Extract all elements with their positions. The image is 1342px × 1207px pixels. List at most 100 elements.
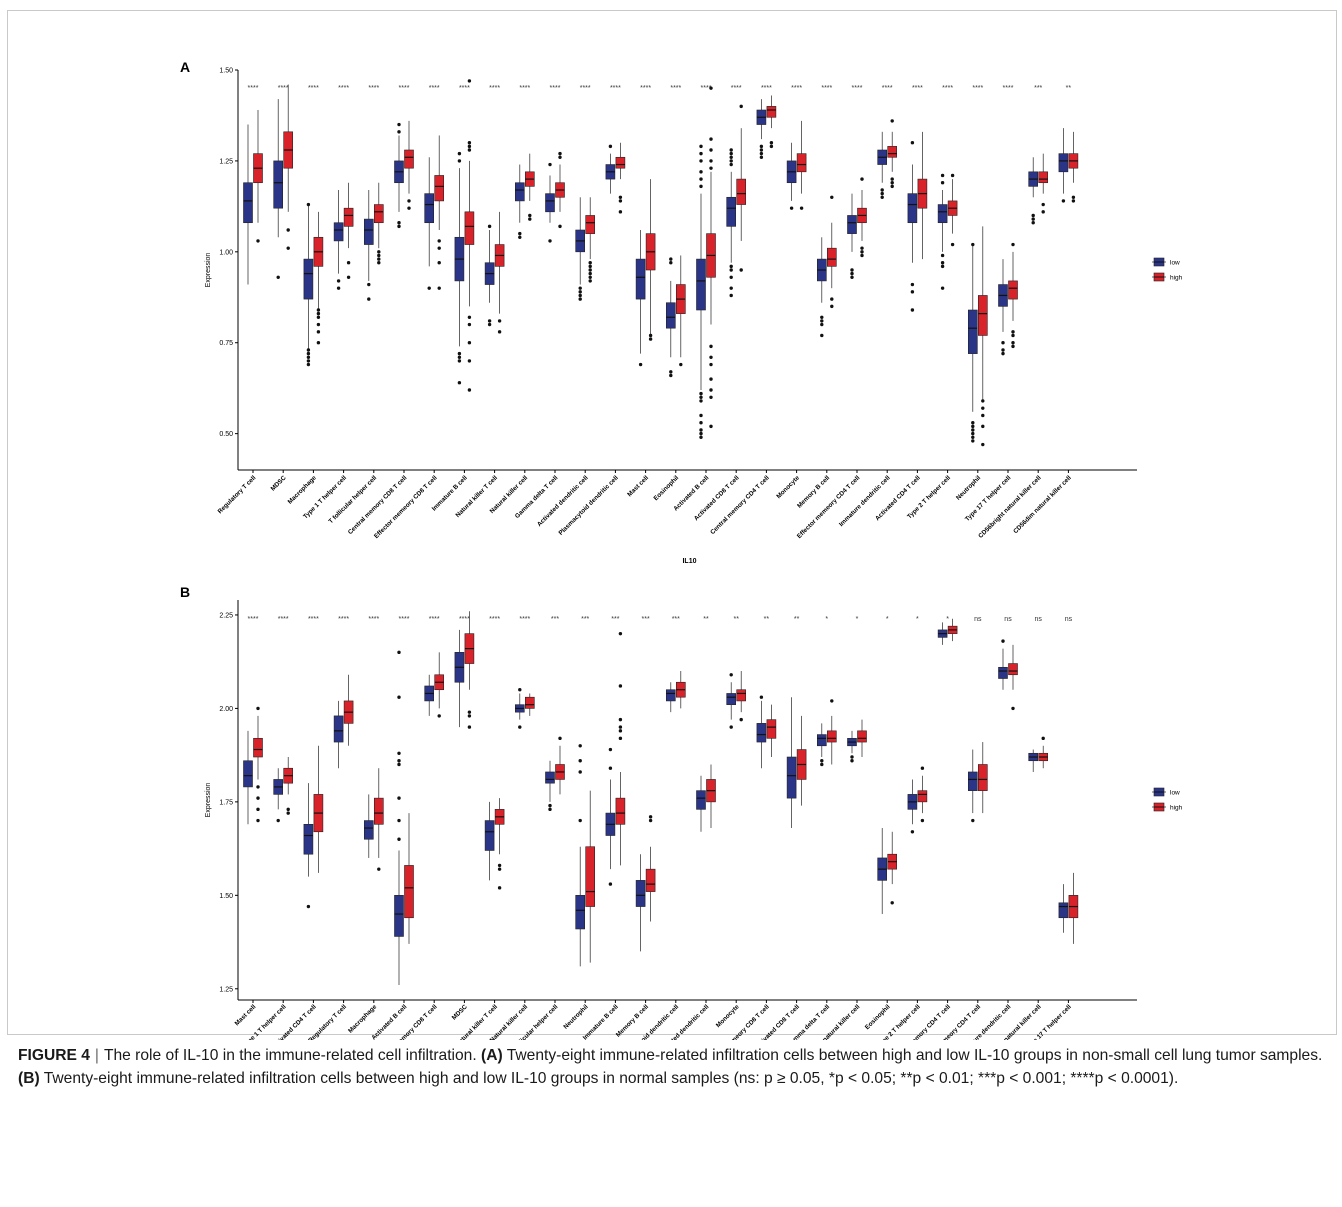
outlier-point bbox=[699, 413, 703, 418]
outlier-point bbox=[377, 867, 381, 871]
outlier-point bbox=[397, 837, 401, 841]
box-high bbox=[736, 689, 747, 702]
significance-label: * bbox=[946, 616, 949, 623]
x-tick-label: Macrophage bbox=[347, 1003, 379, 1035]
outlier-point bbox=[729, 264, 733, 269]
outlier-point bbox=[346, 275, 351, 279]
outlier-point bbox=[397, 762, 401, 767]
outlier-point bbox=[1011, 341, 1015, 345]
box-low bbox=[575, 895, 586, 930]
outlier-point bbox=[971, 439, 975, 443]
x-tick-label: Effector memeory CD8 T cell bbox=[373, 474, 439, 540]
outlier-point bbox=[397, 751, 401, 755]
box-low bbox=[967, 309, 978, 354]
caption-part-b-text: Twenty-eight immune-related infiltration… bbox=[43, 1069, 1179, 1087]
outlier-point bbox=[618, 631, 623, 636]
box-low bbox=[1058, 153, 1069, 173]
box-high bbox=[977, 295, 988, 336]
outlier-point bbox=[971, 242, 975, 247]
outlier-point bbox=[578, 286, 582, 290]
outlier-point bbox=[669, 257, 673, 261]
significance-label: **** bbox=[278, 85, 289, 92]
outlier-point bbox=[1041, 202, 1045, 207]
outlier-point bbox=[699, 177, 703, 181]
outlier-point bbox=[457, 359, 462, 363]
outlier-point bbox=[467, 714, 472, 718]
outlier-point bbox=[860, 250, 864, 254]
outlier-point bbox=[709, 344, 713, 349]
outlier-point bbox=[306, 351, 311, 356]
outlier-point bbox=[820, 315, 824, 319]
caption-separator: | bbox=[94, 1047, 99, 1064]
x-tick-label: Regulatory T cell bbox=[217, 474, 258, 515]
box-low bbox=[424, 193, 435, 224]
significance-label: **** bbox=[821, 85, 832, 92]
outlier-point bbox=[940, 253, 945, 258]
outlier-point bbox=[679, 362, 683, 367]
significance-label: **** bbox=[308, 616, 319, 623]
outlier-point bbox=[497, 319, 502, 323]
box-high bbox=[343, 207, 354, 227]
outlier-point bbox=[306, 362, 311, 367]
outlier-point bbox=[397, 796, 401, 800]
outlier-point bbox=[880, 188, 884, 192]
outlier-point bbox=[578, 290, 582, 294]
box-low bbox=[635, 880, 646, 907]
caption-part-a-label: (A) bbox=[481, 1047, 503, 1064]
significance-label: ** bbox=[703, 616, 709, 623]
outlier-point bbox=[397, 650, 401, 655]
y-tick-label: 2.25 bbox=[219, 612, 233, 619]
outlier-point bbox=[669, 373, 673, 378]
outlier-point bbox=[729, 725, 733, 729]
outlier-point bbox=[1031, 213, 1035, 218]
outlier-point bbox=[497, 863, 502, 868]
outlier-point bbox=[256, 818, 260, 823]
outlier-point bbox=[940, 286, 945, 290]
outlier-point bbox=[588, 279, 592, 283]
figure-caption: FIGURE 4 | The role of IL-10 in the immune… bbox=[18, 1045, 1336, 1090]
outlier-point bbox=[437, 239, 441, 243]
outlier-point bbox=[709, 86, 713, 90]
outlier-point bbox=[397, 122, 401, 127]
outlier-point bbox=[437, 261, 441, 265]
outlier-point bbox=[588, 264, 592, 269]
box-low bbox=[726, 196, 737, 227]
outlier-point bbox=[981, 413, 985, 418]
box-high bbox=[1038, 171, 1048, 184]
outlier-point bbox=[578, 297, 582, 301]
box-high bbox=[977, 764, 988, 791]
outlier-point bbox=[608, 747, 613, 752]
outlier-point bbox=[709, 388, 713, 392]
significance-label: * bbox=[825, 616, 828, 623]
outlier-point bbox=[729, 673, 733, 677]
outlier-point bbox=[618, 725, 623, 729]
outlier-point bbox=[1061, 199, 1066, 203]
significance-label: **** bbox=[580, 85, 591, 92]
outlier-point bbox=[377, 261, 381, 265]
outlier-point bbox=[699, 435, 703, 439]
outlier-point bbox=[1031, 217, 1035, 221]
significance-label: **** bbox=[489, 616, 500, 623]
outlier-point bbox=[699, 391, 703, 396]
box-high bbox=[253, 738, 263, 758]
x-tick-label: CD56dim natural killer cell bbox=[1012, 474, 1073, 535]
outlier-point bbox=[890, 901, 894, 905]
significance-label: * bbox=[916, 616, 919, 623]
outlier-point bbox=[890, 177, 894, 181]
significance-label: **** bbox=[912, 85, 923, 92]
outlier-point bbox=[981, 406, 985, 410]
box-high bbox=[373, 797, 384, 825]
outlier-point bbox=[558, 224, 562, 229]
outlier-point bbox=[739, 717, 743, 722]
significance-label: ns bbox=[974, 616, 982, 623]
box-low bbox=[514, 182, 525, 202]
outlier-point bbox=[306, 355, 311, 359]
outlier-point bbox=[497, 886, 502, 890]
significance-label: **** bbox=[399, 616, 410, 623]
outlier-point bbox=[729, 148, 733, 152]
y-tick-label: 1.75 bbox=[219, 799, 233, 806]
outlier-point bbox=[558, 151, 562, 156]
outlier-point bbox=[971, 818, 975, 823]
box-low bbox=[394, 895, 404, 937]
box-low bbox=[333, 715, 344, 743]
